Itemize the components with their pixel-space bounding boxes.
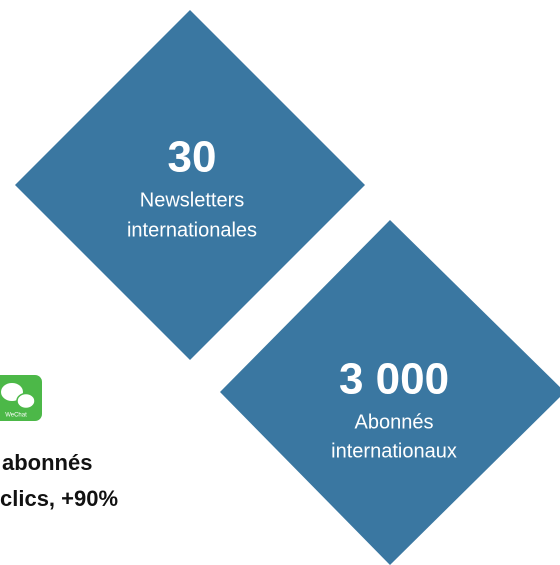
icon-bubble: [16, 392, 36, 410]
stat-label: Abonnés: [355, 411, 434, 433]
stat-number: 3 000: [339, 355, 449, 404]
diamond: [15, 10, 365, 360]
wechat-icon: WeChat: [0, 375, 42, 421]
stat-label: Newsletters: [140, 189, 244, 211]
icon-bubble: [1, 383, 23, 401]
stat-label: internationales: [127, 219, 257, 241]
diamond: [220, 220, 560, 565]
side-text: clics, +90%: [0, 486, 118, 511]
icon-label: WeChat: [5, 413, 27, 419]
side-text: abonnés: [2, 450, 92, 475]
stat-number: 30: [168, 133, 217, 182]
stat-label: internationaux: [331, 440, 457, 462]
